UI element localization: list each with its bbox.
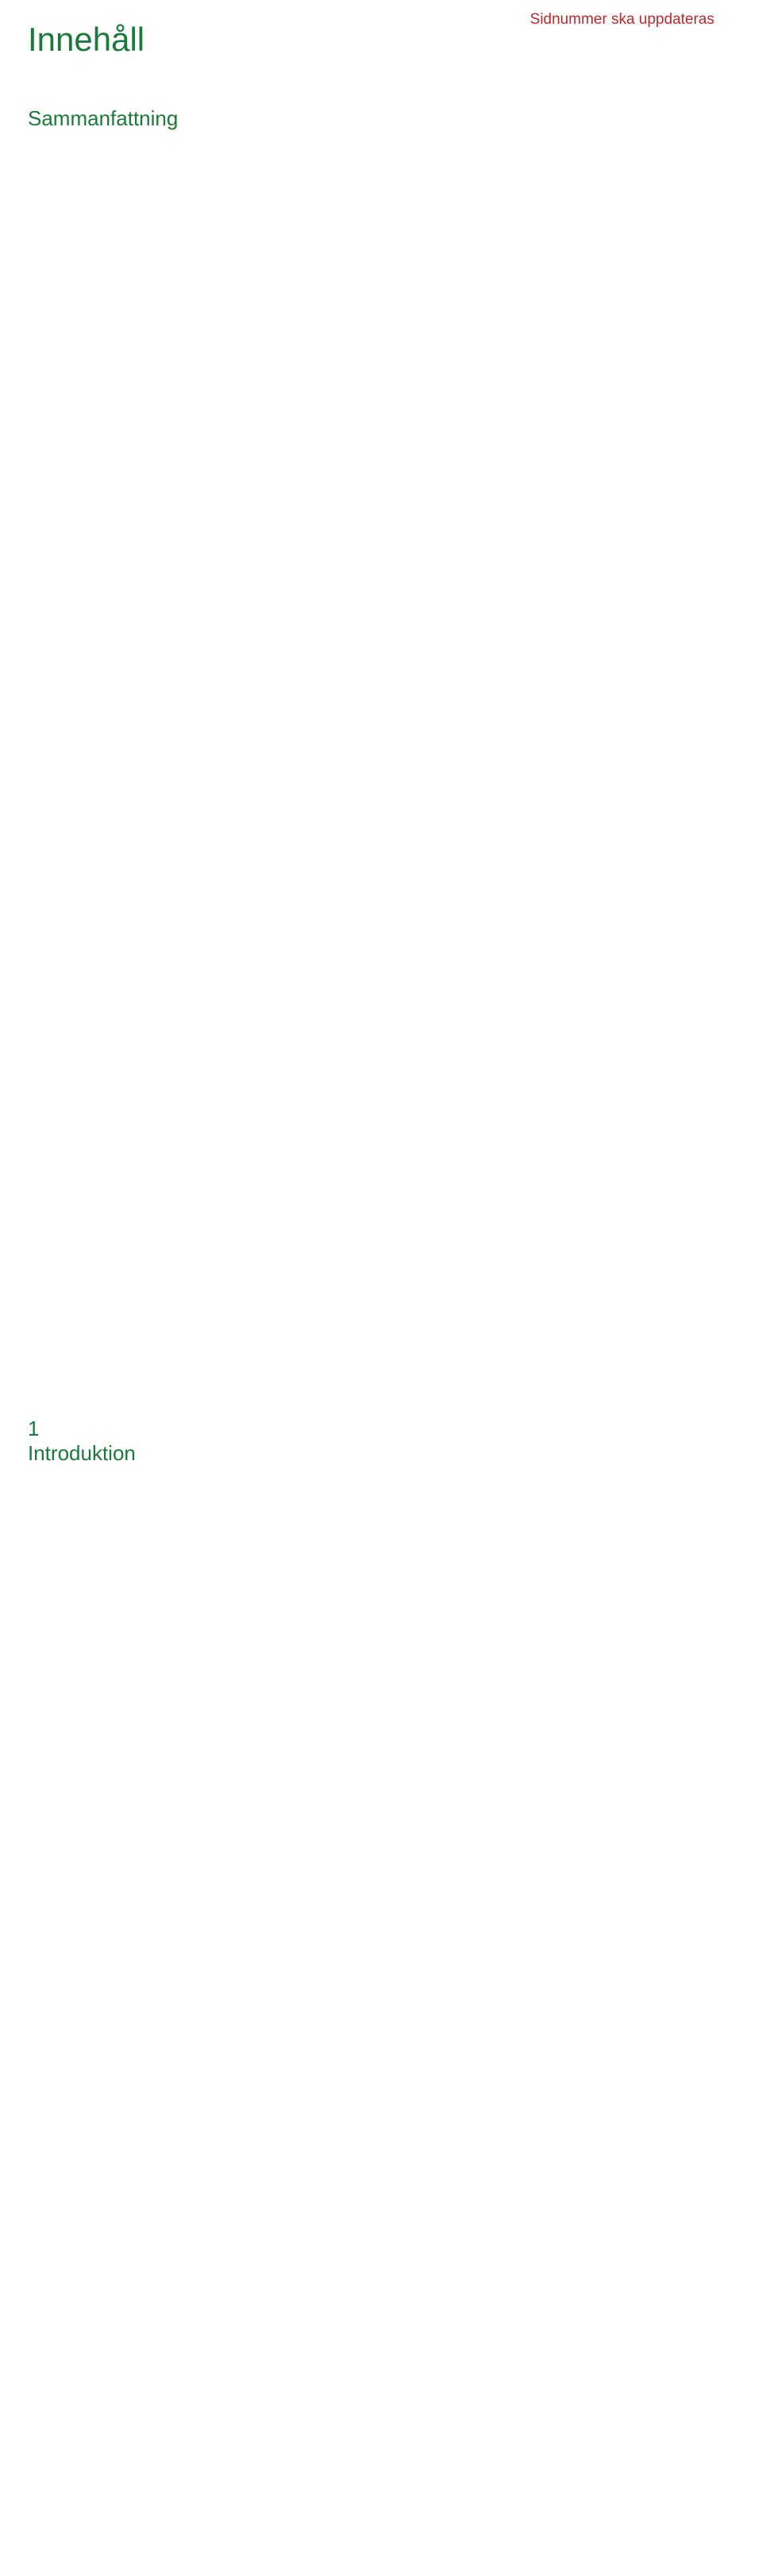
toc-row: Sammanfattning54 xyxy=(28,106,714,1394)
toc-label: Sammanfattning xyxy=(28,106,190,131)
document-page: Sidnummer ska uppdateras Innehåll Samman… xyxy=(0,0,762,2576)
toc-label: 1 Introduktion xyxy=(28,1417,148,1466)
toc-page: 5 xyxy=(148,1417,762,2576)
update-note: Sidnummer ska uppdateras xyxy=(530,11,714,29)
table-of-contents: Sammanfattning541 Introduktion51.1 Hållb… xyxy=(28,106,714,2576)
toc-page: 54 xyxy=(190,106,762,1394)
toc-row: 1 Introduktion5 xyxy=(28,1417,714,2576)
